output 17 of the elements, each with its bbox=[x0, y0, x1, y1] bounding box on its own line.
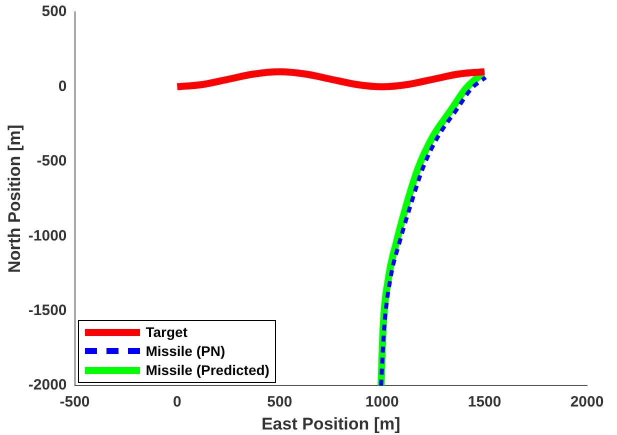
y-tick-label: 500 bbox=[42, 3, 67, 20]
y-tick-label: -500 bbox=[36, 152, 67, 170]
x-tick-label: 500 bbox=[267, 394, 292, 411]
y-tick-label: -2000 bbox=[28, 376, 67, 394]
x-tick-label: 2000 bbox=[570, 394, 604, 411]
x-tick-label: 1000 bbox=[365, 394, 399, 411]
y-axis-title: North Position [m] bbox=[4, 124, 24, 273]
x-tick-label: 1500 bbox=[468, 394, 502, 411]
y-tick-label: 0 bbox=[58, 78, 67, 95]
x-axis-title: East Position [m] bbox=[261, 414, 400, 434]
legend-label: Missile (PN) bbox=[146, 343, 226, 360]
y-tick-label: -1500 bbox=[28, 302, 67, 320]
legend-label: Target bbox=[146, 324, 188, 340]
x-tick-label: 0 bbox=[173, 394, 182, 411]
y-tick-label: -1000 bbox=[28, 227, 67, 244]
legend-label: Missile (Predicted) bbox=[146, 362, 270, 378]
x-tick-label: -500 bbox=[60, 394, 90, 411]
